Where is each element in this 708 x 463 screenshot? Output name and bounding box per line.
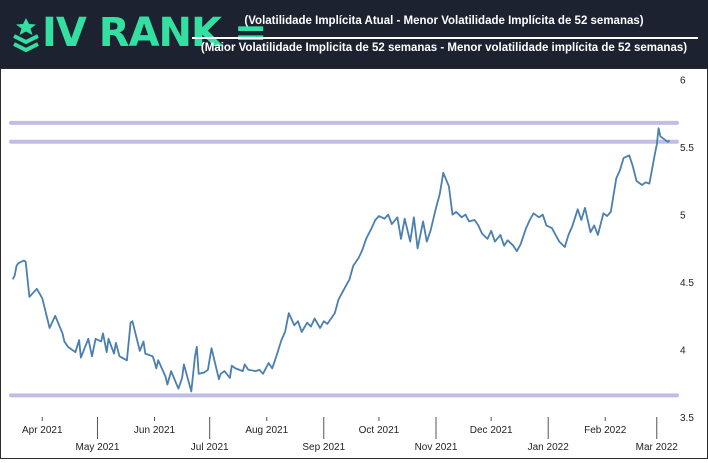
formula-banner: IV RANK = (Volatilidade Implícita Atual … [0, 0, 708, 68]
series-line-1 [11, 127, 671, 393]
x-tick-label-bottom-4: Nov 2021 [415, 442, 458, 453]
chevron-rank-star-icon [13, 18, 39, 53]
y-tick-label-1: 3.5 [680, 413, 694, 424]
x-tick-label-bottom-2: Jul 2021 [191, 442, 229, 453]
x-tick-label-top-6: Feb 2022 [584, 425, 627, 436]
x-tick-label-bottom-3: Sep 2021 [302, 442, 345, 453]
x-tick-label-bottom-5: Jan 2022 [528, 442, 570, 453]
x-tick-label-top-1: Apr 2021 [22, 425, 63, 436]
x-tick-label-top-5: Dec 2021 [470, 425, 513, 436]
series-group [11, 127, 671, 393]
formula-numerator: (Volatilidade Implícita Atual - Menor Vo… [244, 15, 644, 27]
brand-title: IV RANK = [42, 10, 267, 56]
fraction-bar [192, 37, 698, 39]
x-tick-label-bottom-1: May 2021 [76, 442, 120, 453]
reference-lines [9, 120, 679, 398]
formula-denominator: (Maior Volatilidade Implicita de 52 sema… [200, 42, 688, 54]
x-tick-label-bottom-6: Mar 2022 [636, 442, 679, 453]
y-tick-label-3: 4.5 [680, 278, 694, 289]
chart-panel: 3.5 4 4.5 5 5.5 6 Apr 2021 Jun 2021 Aug 2021 Oct… [0, 68, 708, 459]
y-tick-label-5: 5.5 [680, 143, 694, 154]
y-axis: 3.5 4 4.5 5 5.5 6 [680, 76, 694, 424]
y-tick-label-4: 5 [680, 211, 686, 222]
x-axis: Apr 2021 Jun 2021 Aug 2021 Oct 2021 Dec 2021… [22, 417, 678, 453]
iv-rank-formula: (Volatilidade Implícita Atual - Menor Vo… [188, 6, 700, 62]
x-tick-label-top-3: Aug 2021 [245, 425, 288, 436]
y-tick-label-2: 4 [680, 346, 686, 357]
x-tick-label-top-4: Oct 2021 [359, 425, 400, 436]
x-tick-label-top-2: Jun 2021 [134, 425, 176, 436]
y-tick-label-6: 6 [680, 76, 686, 87]
iv-line-chart: 3.5 4 4.5 5 5.5 6 Apr 2021 Jun 2021 Aug 2021 Oct… [9, 76, 694, 453]
